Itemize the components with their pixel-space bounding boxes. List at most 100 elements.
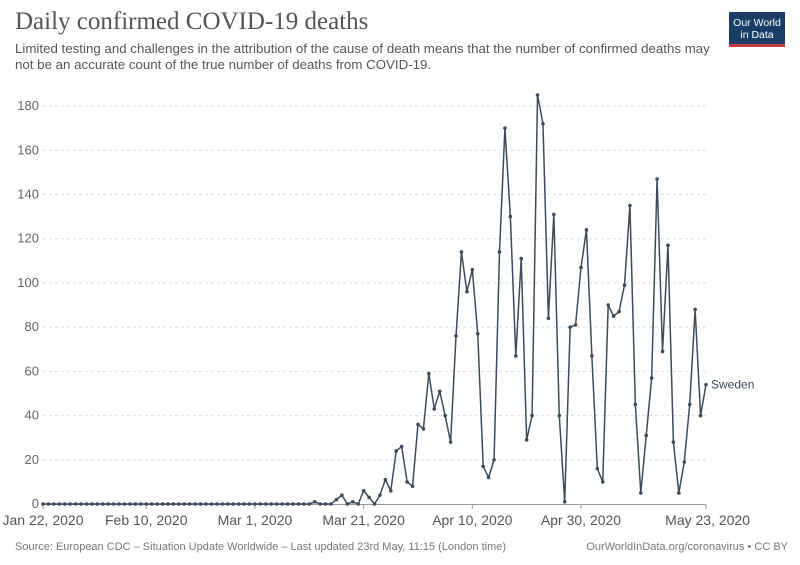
- data-point: [361, 488, 366, 493]
- y-tick-label-0: 0: [32, 496, 39, 511]
- data-point: [111, 502, 116, 506]
- series-label: Sweden: [711, 378, 754, 392]
- series-layer: Sweden: [41, 93, 754, 506]
- series-line: [43, 94, 707, 505]
- data-point: [541, 121, 545, 126]
- data-point: [562, 499, 567, 504]
- x-tick-label: Mar 1, 2020: [218, 512, 293, 528]
- x-tick-label: Apr 30, 2020: [541, 512, 621, 528]
- data-point: [171, 502, 176, 506]
- data-point: [416, 422, 420, 427]
- data-point: [394, 449, 399, 453]
- data-point: [340, 493, 344, 497]
- data-point: [264, 502, 268, 506]
- data-point: [100, 502, 105, 506]
- data-point: [84, 502, 89, 506]
- data-point: [57, 502, 62, 506]
- logo-line-1: Our World: [733, 17, 781, 29]
- data-point: [459, 250, 464, 254]
- footer-credit[interactable]: OurWorldInData.org/coronavirus • CC BY: [586, 541, 788, 553]
- data-point: [95, 502, 100, 506]
- data-point: [671, 440, 676, 444]
- data-point: [258, 502, 263, 506]
- data-point: [345, 502, 350, 506]
- data-point: [638, 491, 643, 495]
- data-point: [660, 349, 665, 354]
- data-point: [274, 502, 279, 506]
- data-point: [519, 256, 524, 261]
- data-point: [405, 480, 409, 484]
- data-point: [389, 488, 393, 493]
- data-point: [149, 502, 154, 506]
- data-point: [307, 502, 312, 506]
- gridlines: [43, 105, 706, 461]
- data-point: [46, 502, 51, 506]
- data-point: [693, 307, 697, 312]
- data-point: [492, 457, 496, 462]
- data-point: [677, 491, 681, 495]
- data-point: [590, 354, 594, 358]
- data-point: [497, 250, 502, 254]
- data-point: [465, 289, 469, 294]
- data-point: [242, 502, 246, 506]
- data-point: [302, 502, 306, 506]
- y-axis-ticks: 0 20 40 60 80 100 120 140 160 180: [17, 98, 39, 511]
- data-point: [508, 214, 513, 219]
- x-tick-label: Apr 10, 2020: [432, 512, 512, 528]
- chart-subtitle: Limited testing and challenges in the at…: [15, 41, 710, 72]
- data-point: [182, 502, 187, 506]
- y-tick-label-160: 160: [17, 142, 39, 157]
- data-point: [166, 502, 170, 506]
- data-point: [253, 502, 257, 506]
- data-point: [204, 502, 208, 506]
- data-point: [649, 376, 654, 380]
- data-point: [139, 502, 143, 506]
- data-point: [296, 502, 301, 506]
- data-point: [383, 477, 388, 482]
- data-point: [209, 502, 214, 506]
- data-point: [427, 371, 431, 376]
- data-point: [318, 502, 322, 506]
- data-point: [187, 502, 192, 506]
- data-point: [155, 502, 159, 506]
- data-point: [704, 382, 708, 387]
- data-point: [367, 495, 371, 500]
- data-point: [486, 475, 491, 480]
- data-point: [133, 502, 138, 506]
- data-point: [106, 502, 111, 506]
- data-point: [193, 502, 197, 506]
- data-point: [432, 407, 437, 411]
- y-tick-label-100: 100: [17, 275, 39, 290]
- data-point: [454, 334, 458, 338]
- data-point: [62, 502, 67, 506]
- chart-title: Daily confirmed COVID-19 deaths: [15, 8, 369, 35]
- footer-source: Source: European CDC – Situation Update …: [15, 541, 507, 553]
- data-point: [628, 203, 632, 208]
- data-point: [448, 440, 453, 444]
- data-point: [573, 323, 578, 327]
- data-point: [215, 502, 219, 506]
- data-point: [225, 502, 230, 506]
- data-point: [68, 502, 72, 506]
- x-tick-label: Mar 21, 2020: [322, 512, 405, 528]
- data-point: [682, 460, 687, 464]
- data-point: [698, 413, 703, 418]
- data-point: [177, 502, 181, 506]
- data-point: [579, 265, 583, 270]
- data-point: [399, 444, 404, 449]
- data-point: [552, 212, 556, 217]
- data-point: [622, 283, 627, 287]
- data-point: [285, 502, 290, 506]
- data-point: [611, 314, 616, 318]
- data-point: [437, 389, 442, 394]
- data-point: [606, 303, 610, 307]
- y-tick-label-120: 120: [17, 231, 39, 246]
- data-point: [323, 502, 328, 506]
- data-point: [524, 438, 529, 442]
- data-point: [687, 402, 692, 407]
- x-tick-label: Jan 22, 2020: [3, 512, 84, 528]
- data-point: [595, 466, 600, 471]
- data-point: [546, 316, 551, 321]
- data-point: [421, 427, 426, 431]
- owid-logo[interactable]: Our World in Data: [729, 12, 785, 47]
